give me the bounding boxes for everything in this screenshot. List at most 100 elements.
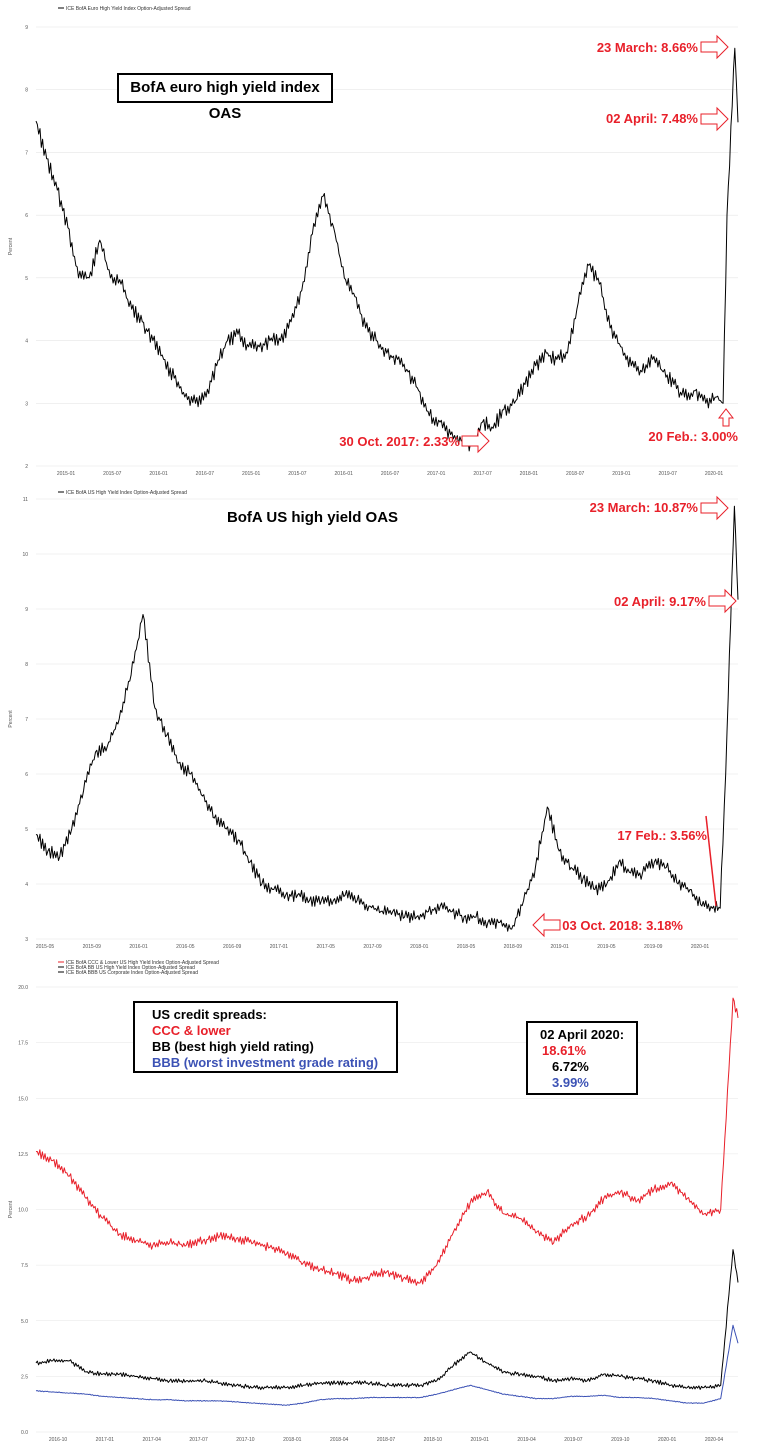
euro-hy-chart: 2 3 4 5 6 7 8 9 Percent 2015-01 2015-07 2016-01 2016… — [8, 6, 739, 477]
y-tick-label: 15.0 — [18, 1096, 28, 1102]
y-tick-label: 4 — [25, 882, 28, 888]
x-tick-label: 2018-01 — [520, 471, 539, 477]
y-tick-label: 17.5 — [18, 1041, 28, 1047]
x-tick-label: 2020-01 — [691, 944, 710, 950]
y-tick-label: 2.5 — [21, 1374, 28, 1380]
value-bb: 6.72% — [552, 1059, 589, 1074]
x-tick-label: 2018-10 — [424, 1437, 443, 1443]
y-tick-label: 7.5 — [21, 1263, 28, 1269]
x-tick-label: 2019-01 — [612, 471, 631, 477]
x-tick-label: 2019-01 — [471, 1437, 490, 1443]
x-tick-label: 2020-04 — [705, 1437, 724, 1443]
x-tick-label: 2016-09 — [223, 944, 242, 950]
x-tick-label: 2016-01 — [149, 471, 168, 477]
y-tick-label: 6 — [25, 772, 28, 778]
x-tick-label: 2019-07 — [659, 471, 678, 477]
y-tick-label: 2 — [25, 464, 28, 470]
y-tick-label: 5.0 — [21, 1319, 28, 1325]
x-tick-label: 2015-05 — [36, 944, 55, 950]
x-tick-label: 2018-07 — [377, 1437, 396, 1443]
y-tick-label: 8 — [25, 662, 28, 668]
us-credit-spreads-panel: 0.0 2.5 5.0 7.5 10.0 12.5 15.0 17.5 20.0 Percent 2… — [0, 954, 768, 1449]
y-tick-label: 10.0 — [18, 1208, 28, 1214]
arrow-20-feb — [717, 408, 735, 427]
arrow-23-march — [700, 34, 729, 60]
x-tick-label: 2019-10 — [611, 1437, 630, 1443]
x-tick-label: 2016-05 — [176, 944, 195, 950]
y-tick-label: 3 — [25, 937, 28, 943]
arrow-30-oct-2017 — [461, 428, 490, 454]
value-ccc: 18.61% — [542, 1043, 587, 1058]
legend-entry: ICE BofA CCC & Lower US High Yield Index… — [66, 960, 219, 966]
x-tick-label: 2015-07 — [103, 471, 122, 477]
x-tick-label: 2017-04 — [143, 1437, 162, 1443]
pointer-17-feb-us — [705, 815, 717, 907]
x-tick-label: 2018-01 — [283, 1437, 302, 1443]
annotation-23-march: 23 March: 8.66% — [597, 40, 699, 55]
credit-box-ccc: CCC & lower — [152, 1023, 231, 1038]
x-tick-label: 2016-10 — [49, 1437, 68, 1443]
arrow-03-oct-2018 — [532, 912, 561, 938]
x-tick-label: 2018-04 — [330, 1437, 349, 1443]
y-tick-label: 8 — [25, 88, 28, 94]
credit-box-bbb: BBB (worst investment grade rating) — [152, 1055, 379, 1070]
y-tick-label: 12.5 — [18, 1152, 28, 1158]
y-tick-label: 6 — [25, 213, 28, 219]
x-tick-label: 2015-01 — [242, 471, 261, 477]
y-tick-label: 10 — [22, 552, 28, 558]
y-tick-label: 20.0 — [18, 985, 28, 991]
x-tick-label: 2015-07 — [288, 471, 307, 477]
values-title: 02 April 2020: — [540, 1027, 625, 1042]
x-tick-label: 2017-09 — [363, 944, 382, 950]
x-tick-label: 2017-05 — [317, 944, 336, 950]
x-tick-label: 2019-04 — [517, 1437, 536, 1443]
annotation-03-oct-2018: 03 Oct. 2018: 3.18% — [562, 918, 683, 933]
credit-box-title: US credit spreads: — [152, 1007, 267, 1022]
x-tick-label: 2017-07 — [473, 471, 492, 477]
x-tick-label: 2020-01 — [705, 471, 724, 477]
x-tick-label: 2018-09 — [504, 944, 523, 950]
arrow-23-march-us — [700, 495, 729, 521]
y-tick-label: 5 — [25, 827, 28, 833]
x-tick-label: 2017-07 — [189, 1437, 208, 1443]
annotation-30-oct-2017: 30 Oct. 2017: 2.33% — [339, 434, 460, 449]
us-credit-spreads-chart: 0.0 2.5 5.0 7.5 10.0 12.5 15.0 17.5 20.0 Percent 2… — [8, 960, 739, 1443]
x-tick-label: 2017-01 — [96, 1437, 115, 1443]
annotation-02-april: 02 April: 7.48% — [606, 111, 698, 126]
y-tick-label: 0.0 — [21, 1430, 28, 1436]
arrow-02-april — [700, 106, 729, 132]
x-tick-label: 2016-07 — [196, 471, 215, 477]
y-axis-label: Percent — [8, 237, 14, 255]
euro-hy-chart-panel: 2 3 4 5 6 7 8 9 Percent 2015-01 2015-07 2016-01 2016… — [0, 0, 768, 484]
series-line-0 — [35, 997, 739, 1286]
x-tick-label: 2020-01 — [658, 1437, 677, 1443]
y-tick-label: 9 — [25, 25, 28, 31]
euro-hy-title-box: BofA euro high yield index OAS — [117, 73, 333, 122]
legend-entry: ICE BofA BB US High Yield Index Option-A… — [66, 965, 195, 971]
credit-values-box: 02 April 2020: 18.61% 6.72% 3.99% — [526, 1021, 638, 1095]
y-axis-label: Percent — [8, 710, 14, 728]
y-tick-label: 5 — [25, 276, 28, 282]
y-axis-label: Percent — [8, 1200, 14, 1218]
series-line-0 — [35, 505, 739, 932]
x-tick-label: 2017-10 — [236, 1437, 255, 1443]
annotation-02-april-us: 02 April: 9.17% — [614, 594, 706, 609]
legend-entry: ICE BofA US High Yield Index Option-Adju… — [66, 490, 187, 496]
value-bbb: 3.99% — [552, 1075, 589, 1090]
y-tick-label: 9 — [25, 607, 28, 613]
x-tick-label: 2015-09 — [83, 944, 102, 950]
x-tick-label: 2019-01 — [550, 944, 569, 950]
x-tick-label: 2019-07 — [564, 1437, 583, 1443]
y-tick-label: 4 — [25, 339, 28, 345]
x-tick-label: 2018-07 — [566, 471, 585, 477]
x-tick-label: 2019-09 — [644, 944, 663, 950]
annotation-23-march-us: 23 March: 10.87% — [590, 500, 699, 515]
credit-spreads-legend-box: US credit spreads: CCC & lower BB (best … — [133, 1001, 398, 1073]
annotation-17-feb-us: 17 Feb.: 3.56% — [617, 828, 707, 843]
y-tick-label: 7 — [25, 717, 28, 723]
us-hy-chart-panel: 3 4 5 6 7 8 9 10 11 Percent 2015-05 2015-09 2016-01 2… — [0, 484, 768, 954]
y-tick-label: 7 — [25, 150, 28, 156]
us-hy-chart: 3 4 5 6 7 8 9 10 11 Percent 2015-05 2015-09 2016-01 2… — [8, 490, 739, 950]
legend-entry: ICE BofA BBB US Corporate Index Option-A… — [66, 970, 198, 976]
series-line-1 — [35, 1249, 739, 1391]
